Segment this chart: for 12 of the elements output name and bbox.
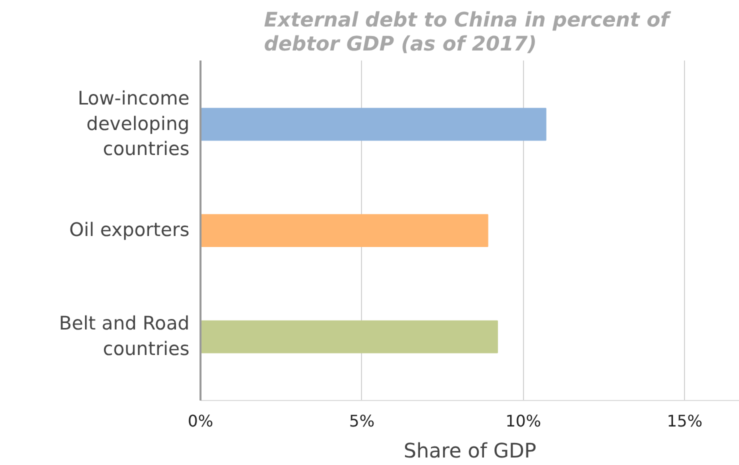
x-tick-label: 15% — [666, 412, 702, 430]
bar — [200, 320, 498, 354]
y-tick-label: Belt and Road countries — [58, 314, 190, 360]
y-tick-label: Oil exporters — [69, 220, 190, 241]
x-axis-title: Share of GDP — [404, 438, 536, 462]
bar — [200, 214, 488, 247]
x-tick-label: 0% — [188, 412, 214, 430]
chart-title: External debt to China in percent of debtor GDP (as of 2017) — [264, 8, 672, 56]
bar — [200, 108, 546, 141]
x-tick-label: 5% — [349, 412, 375, 430]
y-tick-label: Low-income developing countries — [78, 88, 190, 160]
x-tick-label: 10% — [505, 412, 542, 430]
